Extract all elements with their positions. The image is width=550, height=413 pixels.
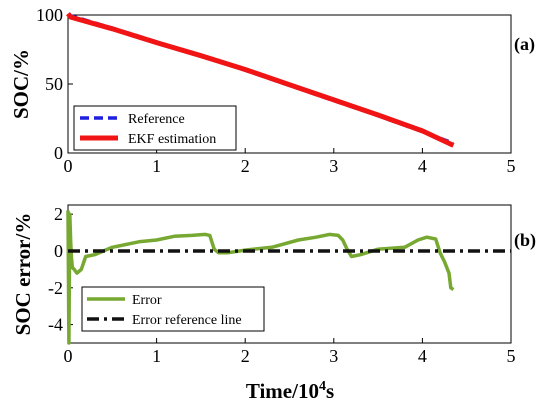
x-axis-label-main: Time/10 — [246, 379, 319, 403]
series-line-ekf-estimation — [66, 12, 455, 148]
legend-label-ekf-estimation: EKF estimation — [128, 132, 216, 147]
err-x-tick-label: 1 — [152, 346, 161, 366]
err-y-tick-label: -4 — [48, 315, 63, 335]
soc-y-tick-label: 0 — [54, 143, 63, 163]
legend-label-error: Error — [132, 293, 162, 308]
err-x-tick-label: 3 — [329, 346, 338, 366]
panel-b-legend: Error Error reference line — [81, 286, 265, 332]
series-line-error — [66, 210, 455, 345]
panel-b-label: (b) — [514, 230, 536, 251]
err-x-tick-label: 0 — [64, 346, 73, 366]
legend-label-error-reference-line: Error reference line — [132, 313, 242, 328]
x-axis-label-tail: s — [326, 379, 334, 403]
err-x-tick-label: 5 — [507, 346, 516, 366]
legend-label-reference: Reference — [128, 112, 185, 127]
panel-b-legend-box — [81, 286, 265, 332]
panel-a-legend: Reference EKF estimation — [73, 105, 237, 151]
err-x-tick-label: 2 — [241, 346, 250, 366]
err-y-tick-label: -2 — [48, 278, 63, 298]
panel-a-ylabel: SOC/% — [9, 49, 33, 119]
panel-a-series — [66, 12, 455, 148]
panel-a-legend-box — [73, 105, 237, 151]
soc-y-tick-label: 100 — [36, 5, 63, 25]
soc-x-tick-label: 0 — [64, 156, 73, 176]
err-y-tick-label: 0 — [54, 241, 63, 261]
err-x-tick-label: 4 — [418, 346, 427, 366]
panel-a-label: (a) — [514, 34, 535, 55]
panel-b-ylabel: SOC error/% — [11, 213, 35, 336]
x-axis-label: Time/104s — [246, 379, 334, 403]
soc-x-tick-label: 2 — [241, 156, 250, 176]
panel-b-series — [66, 210, 511, 345]
soc-y-tick-label: 50 — [45, 74, 63, 94]
soc-x-tick-label: 5 — [507, 156, 516, 176]
err-y-tick-label: 2 — [54, 204, 63, 224]
soc-x-tick-label: 1 — [152, 156, 161, 176]
soc-x-tick-label: 4 — [418, 156, 427, 176]
panel-b-soc-error-chart: 0 1 2 3 4 5-4-202 SOC error/% (b) Error Error… — [11, 204, 536, 403]
soc-x-tick-label: 3 — [329, 156, 338, 176]
x-axis-label-superscript: 4 — [319, 379, 326, 394]
